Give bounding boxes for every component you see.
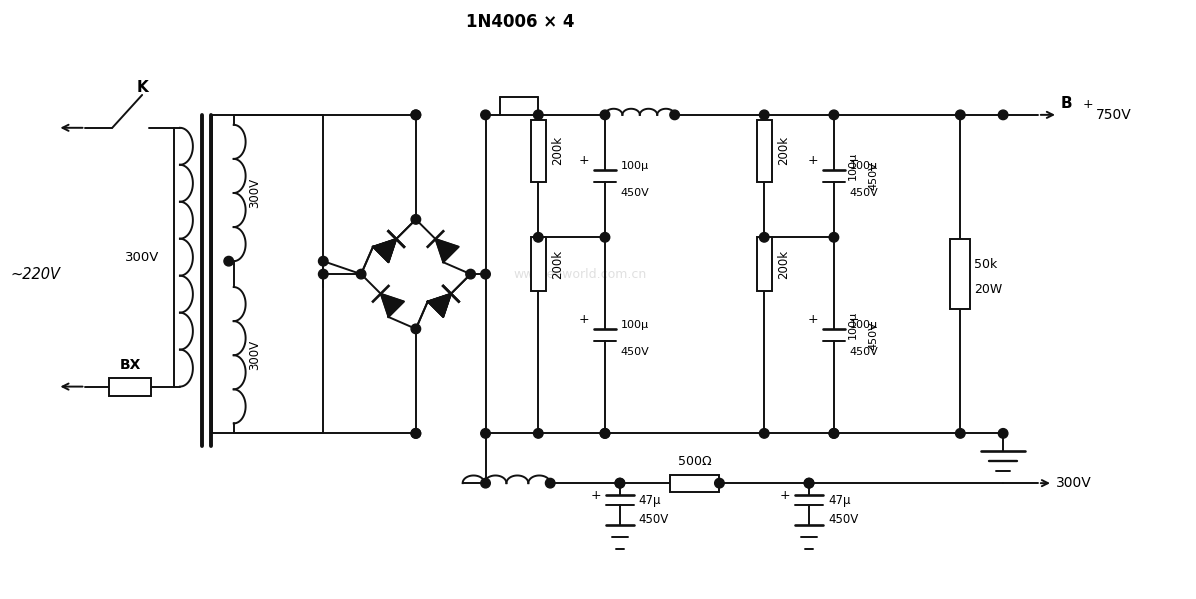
Circle shape xyxy=(318,270,328,279)
Text: +: + xyxy=(1082,98,1093,111)
Polygon shape xyxy=(373,239,396,262)
Circle shape xyxy=(759,429,769,438)
Text: 500Ω: 500Ω xyxy=(678,455,712,468)
Text: www.eeworld.com.cn: www.eeworld.com.cn xyxy=(513,268,647,280)
Circle shape xyxy=(600,429,610,438)
Circle shape xyxy=(615,479,624,488)
Bar xyxy=(670,474,720,492)
Text: +: + xyxy=(579,154,590,167)
Text: +: + xyxy=(807,154,818,167)
Circle shape xyxy=(533,429,543,438)
Circle shape xyxy=(956,110,965,120)
Text: 450V: 450V xyxy=(850,347,879,357)
Bar xyxy=(109,377,151,395)
Text: 20W: 20W xyxy=(975,283,1002,295)
Bar xyxy=(212,115,323,433)
Circle shape xyxy=(759,110,769,120)
Circle shape xyxy=(318,256,328,266)
Polygon shape xyxy=(380,294,404,317)
Text: 100μ: 100μ xyxy=(848,311,858,340)
Circle shape xyxy=(999,429,1008,438)
Text: 200k: 200k xyxy=(550,136,563,165)
Text: 200k: 200k xyxy=(776,136,789,165)
Text: 300V: 300V xyxy=(1056,476,1092,490)
Circle shape xyxy=(804,479,813,488)
Circle shape xyxy=(411,429,421,438)
Circle shape xyxy=(481,429,490,438)
Circle shape xyxy=(411,110,421,120)
Text: 300V: 300V xyxy=(124,251,159,264)
Circle shape xyxy=(481,110,490,120)
Text: +: + xyxy=(807,313,818,326)
Text: 1N4006 × 4: 1N4006 × 4 xyxy=(466,13,574,31)
Text: 100μ: 100μ xyxy=(621,320,649,331)
Bar xyxy=(757,237,771,291)
Text: 450V: 450V xyxy=(621,188,649,198)
Text: 450V: 450V xyxy=(828,513,859,527)
Text: 50k: 50k xyxy=(975,258,997,271)
Text: 100μ: 100μ xyxy=(850,161,878,171)
Polygon shape xyxy=(435,239,459,262)
Text: 450V: 450V xyxy=(868,321,879,350)
Circle shape xyxy=(224,256,233,266)
Circle shape xyxy=(999,110,1008,120)
Text: +: + xyxy=(579,313,590,326)
Bar xyxy=(531,120,545,181)
Circle shape xyxy=(829,232,838,242)
Circle shape xyxy=(545,479,555,488)
Circle shape xyxy=(356,270,366,279)
Text: 47μ: 47μ xyxy=(639,494,661,507)
Text: B: B xyxy=(1061,96,1073,111)
Circle shape xyxy=(411,214,421,224)
Text: 450V: 450V xyxy=(850,188,879,198)
Circle shape xyxy=(829,110,838,120)
Text: K: K xyxy=(136,80,148,95)
Circle shape xyxy=(411,324,421,334)
Circle shape xyxy=(829,429,838,438)
Circle shape xyxy=(956,429,965,438)
Circle shape xyxy=(411,429,421,438)
Text: 450V: 450V xyxy=(868,162,879,190)
Circle shape xyxy=(600,429,610,438)
Polygon shape xyxy=(428,294,451,317)
Bar xyxy=(757,120,771,181)
Circle shape xyxy=(600,232,610,242)
Text: +: + xyxy=(591,489,600,501)
Circle shape xyxy=(481,479,490,488)
Circle shape xyxy=(759,232,769,242)
Text: ~220V: ~220V xyxy=(11,267,61,282)
Polygon shape xyxy=(428,294,451,317)
Text: 200k: 200k xyxy=(550,250,563,279)
Text: 300V: 300V xyxy=(249,340,262,370)
Bar xyxy=(531,237,545,291)
Text: 450V: 450V xyxy=(639,513,669,527)
Circle shape xyxy=(615,479,624,488)
Text: 100μ: 100μ xyxy=(621,161,649,171)
Text: BX: BX xyxy=(120,358,141,371)
Circle shape xyxy=(465,270,475,279)
Circle shape xyxy=(600,110,610,120)
Circle shape xyxy=(715,479,725,488)
Text: 100μ: 100μ xyxy=(850,320,878,331)
Circle shape xyxy=(670,110,679,120)
Circle shape xyxy=(533,232,543,242)
Circle shape xyxy=(481,270,490,279)
Text: 200k: 200k xyxy=(776,250,789,279)
Text: 47μ: 47μ xyxy=(828,494,850,507)
Text: 100μ: 100μ xyxy=(848,152,858,180)
Polygon shape xyxy=(373,239,396,262)
Circle shape xyxy=(411,110,421,120)
Circle shape xyxy=(804,479,813,488)
Circle shape xyxy=(829,429,838,438)
Text: 750V: 750V xyxy=(1096,108,1131,122)
Text: 450V: 450V xyxy=(621,347,649,357)
Bar xyxy=(951,239,970,309)
Circle shape xyxy=(533,110,543,120)
Text: +: + xyxy=(780,489,791,501)
Text: 300V: 300V xyxy=(249,178,262,208)
